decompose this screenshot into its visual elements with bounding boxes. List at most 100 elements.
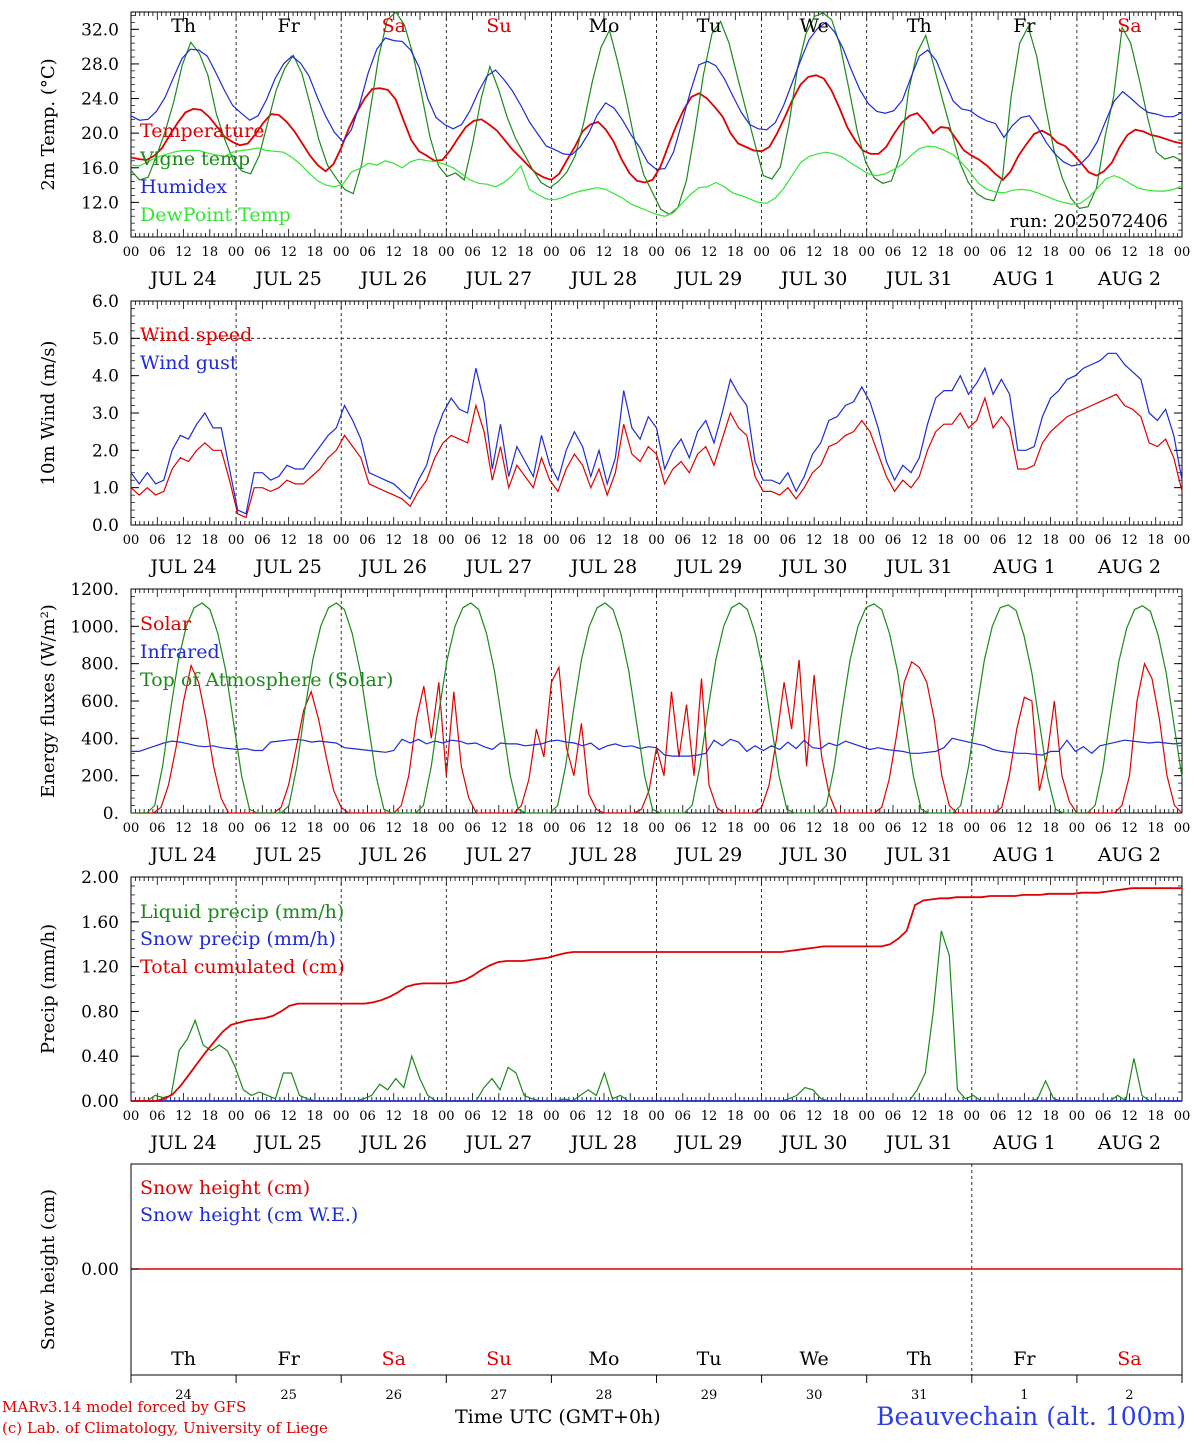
day-name-label: Tu xyxy=(697,15,722,37)
hour-tick-label: 12 xyxy=(175,1109,192,1124)
hour-tick-label: 00 xyxy=(543,821,560,836)
legend-entry: Snow height (cm W.E.) xyxy=(140,1204,358,1226)
date-label: JUL 26 xyxy=(359,844,427,866)
hour-tick-label: 18 xyxy=(1042,1109,1059,1124)
date-label: JUL 31 xyxy=(884,268,952,290)
hour-tick-label: 00 xyxy=(648,245,665,260)
y-tick-label: 1.20 xyxy=(81,958,119,978)
hour-tick-label: 06 xyxy=(464,821,481,836)
hour-tick-label: 00 xyxy=(753,1109,770,1124)
hour-tick-label: 06 xyxy=(149,245,166,260)
hour-tick-label: 18 xyxy=(202,245,219,260)
day-name-label: Mo xyxy=(588,1348,619,1370)
hour-tick-label: 12 xyxy=(1016,1109,1033,1124)
hour-tick-label: 00 xyxy=(1174,1109,1191,1124)
hour-tick-label: 00 xyxy=(228,821,245,836)
y-tick-label: 4.0 xyxy=(92,367,119,387)
hour-tick-label: 06 xyxy=(885,245,902,260)
date-label: JUL 28 xyxy=(569,556,637,578)
plot-frame xyxy=(130,300,1183,526)
hour-tick-label: 12 xyxy=(806,533,823,548)
hour-tick-label: 00 xyxy=(1069,245,1086,260)
y-tick-label: 800. xyxy=(81,655,119,675)
hour-tick-label: 12 xyxy=(175,821,192,836)
hour-tick-label: 06 xyxy=(569,245,586,260)
hour-tick-label: 18 xyxy=(937,533,954,548)
hour-tick-label: 06 xyxy=(780,1109,797,1124)
series-line-wind-gust xyxy=(130,352,1183,515)
credit-lab: (c) Lab. of Climatology, University of L… xyxy=(2,1419,328,1437)
hour-tick-label: 12 xyxy=(806,1109,823,1124)
hour-tick-label: 00 xyxy=(858,533,875,548)
date-label: JUL 28 xyxy=(569,844,637,866)
hour-tick-label: 12 xyxy=(385,245,402,260)
series-line-wind-speed xyxy=(130,393,1183,519)
date-label: JUL 26 xyxy=(359,556,427,578)
legend-entry: Total cumulated (cm) xyxy=(140,956,345,978)
hour-tick-label: 12 xyxy=(280,533,297,548)
date-label: JUL 27 xyxy=(464,268,532,290)
y-axis-label: Snow height (cm) xyxy=(38,1189,59,1350)
day-name-label: Sa xyxy=(382,1348,406,1370)
hour-tick-label: 00 xyxy=(648,1109,665,1124)
date-label: JUL 29 xyxy=(674,1132,742,1154)
hour-tick-label: 06 xyxy=(149,1109,166,1124)
y-axis-label: 10m Wind (m/s) xyxy=(38,341,59,486)
y-tick-label: 1.60 xyxy=(81,913,119,933)
day-name-label: Th xyxy=(907,15,932,37)
y-tick-label: 400. xyxy=(81,729,119,749)
hour-tick-label: 18 xyxy=(832,1109,849,1124)
hour-tick-label: 12 xyxy=(701,821,718,836)
day-name-label: Sa xyxy=(382,15,406,37)
day-name-label: Su xyxy=(486,1348,511,1370)
date-label: AUG 2 xyxy=(1097,1132,1161,1154)
y-tick-label: 2.0 xyxy=(92,441,119,461)
hour-tick-label: 00 xyxy=(228,245,245,260)
hour-tick-label: 00 xyxy=(333,245,350,260)
hour-tick-label: 06 xyxy=(254,245,271,260)
legend-entry: Wind speed xyxy=(140,324,252,346)
hour-tick-label: 18 xyxy=(202,533,219,548)
hour-tick-label: 00 xyxy=(438,245,455,260)
hour-tick-label: 12 xyxy=(491,533,508,548)
legend-entry: Temperature xyxy=(140,120,264,142)
hour-tick-label: 12 xyxy=(491,821,508,836)
series-line-humidex xyxy=(130,21,1183,171)
hour-tick-label: 00 xyxy=(1069,821,1086,836)
hour-tick-label: 18 xyxy=(517,245,534,260)
hour-tick-label: 06 xyxy=(780,821,797,836)
day-name-label: We xyxy=(800,15,829,37)
hour-tick-label: 00 xyxy=(228,533,245,548)
hour-tick-label: 18 xyxy=(517,533,534,548)
date-label: JUL 27 xyxy=(464,1132,532,1154)
hour-tick-label: 12 xyxy=(175,533,192,548)
hour-tick-label: 00 xyxy=(438,1109,455,1124)
series-line-infrared xyxy=(131,737,1183,757)
hour-tick-label: 00 xyxy=(438,533,455,548)
hour-tick-label: 18 xyxy=(202,821,219,836)
hour-tick-label: 12 xyxy=(175,245,192,260)
y-tick-label: 12.0 xyxy=(81,193,119,213)
legend-entry: Snow precip (mm/h) xyxy=(140,928,336,950)
hour-tick-label: 06 xyxy=(254,821,271,836)
legend-entry: Top of Atmosphere (Solar) xyxy=(140,669,393,691)
hour-tick-label: 00 xyxy=(964,245,981,260)
plot-frame xyxy=(130,588,1183,814)
day-name-label: Th xyxy=(907,1348,932,1370)
y-tick-label: 1200. xyxy=(70,580,119,600)
hour-tick-label: 00 xyxy=(123,245,140,260)
hour-tick-label: 12 xyxy=(1016,533,1033,548)
hour-tick-label: 06 xyxy=(464,1109,481,1124)
date-label: JUL 31 xyxy=(884,1132,952,1154)
date-label: AUG 2 xyxy=(1097,556,1161,578)
hour-tick-label: 00 xyxy=(333,533,350,548)
y-tick-label: 28.0 xyxy=(81,55,119,75)
hour-tick-label: 00 xyxy=(753,821,770,836)
hour-tick-label: 06 xyxy=(359,533,376,548)
hour-tick-label: 00 xyxy=(964,533,981,548)
time-axis-label: Time UTC (GMT+0h) xyxy=(455,1406,661,1428)
date-label: JUL 27 xyxy=(464,844,532,866)
day-number-label: 28 xyxy=(596,1388,613,1403)
hour-tick-label: 12 xyxy=(280,1109,297,1124)
